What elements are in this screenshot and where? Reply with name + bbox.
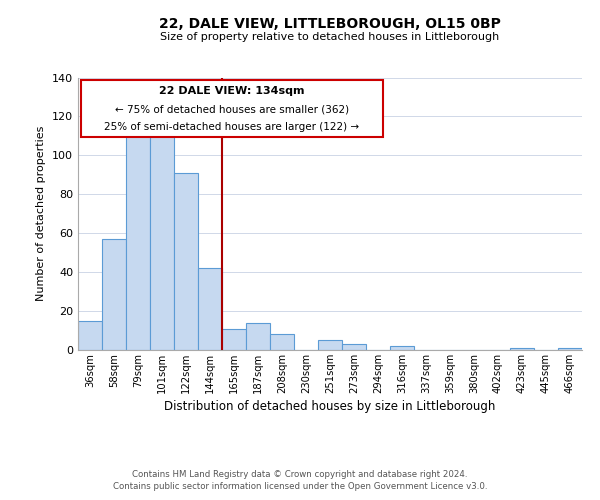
Bar	[318, 340, 342, 350]
Bar	[222, 328, 246, 350]
Bar	[198, 268, 222, 350]
Bar	[558, 348, 582, 350]
Text: Contains public sector information licensed under the Open Government Licence v3: Contains public sector information licen…	[113, 482, 487, 491]
Bar	[342, 344, 366, 350]
Text: 22, DALE VIEW, LITTLEBOROUGH, OL15 0BP: 22, DALE VIEW, LITTLEBOROUGH, OL15 0BP	[159, 18, 501, 32]
Text: 25% of semi-detached houses are larger (122) →: 25% of semi-detached houses are larger (…	[104, 122, 359, 132]
Text: Size of property relative to detached houses in Littleborough: Size of property relative to detached ho…	[160, 32, 500, 42]
Text: Contains HM Land Registry data © Crown copyright and database right 2024.: Contains HM Land Registry data © Crown c…	[132, 470, 468, 479]
Text: ← 75% of detached houses are smaller (362): ← 75% of detached houses are smaller (36…	[115, 105, 349, 115]
Bar	[510, 348, 534, 350]
Bar	[390, 346, 414, 350]
FancyBboxPatch shape	[80, 80, 383, 138]
Y-axis label: Number of detached properties: Number of detached properties	[37, 126, 46, 302]
Bar	[126, 128, 150, 350]
X-axis label: Distribution of detached houses by size in Littleborough: Distribution of detached houses by size …	[164, 400, 496, 413]
Bar	[102, 239, 126, 350]
Bar	[78, 321, 102, 350]
Text: 22 DALE VIEW: 134sqm: 22 DALE VIEW: 134sqm	[159, 86, 304, 96]
Bar	[150, 120, 174, 350]
Bar	[174, 173, 198, 350]
Bar	[270, 334, 294, 350]
Bar	[246, 323, 270, 350]
